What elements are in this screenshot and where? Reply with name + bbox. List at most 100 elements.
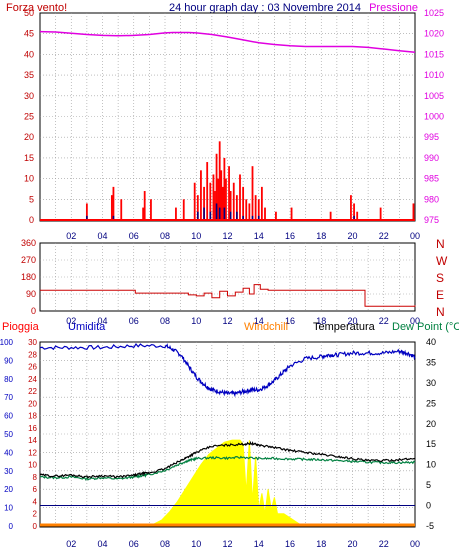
x-tick-label: 14 [254,316,264,326]
wind-gust-bar [275,211,277,220]
x-tick-label: 20 [347,539,357,549]
wind-average-bar [257,215,260,220]
x-tick-label: 06 [129,316,139,326]
x-tick-label: 18 [316,539,326,549]
wind-gust-bar [290,207,293,220]
compass-label: N [436,237,445,251]
wind-gust-bar [223,157,226,220]
x-tick-label: 00 [410,316,420,326]
x-tick-label: 10 [191,316,201,326]
wind-gust-bar [200,170,202,220]
wind-average-bar [251,215,254,220]
wind-tick-label: 25 [24,112,34,122]
x-tick-label: 02 [66,539,76,549]
pressure-tick-label: 1020 [424,29,444,39]
rain-tick-label: 16 [28,424,37,433]
rain-tick-label: 14 [28,436,37,445]
wind-axis-ticks: 0 5 10 15 20 25 30 35 40 45 50 [24,8,34,225]
wind-gust-bar [260,186,263,220]
wind-tick-label: 5 [29,194,34,204]
x-tick-label: 06 [129,231,139,241]
wind-average-bar [112,215,115,220]
x-tick-label: 18 [316,316,326,326]
x-tick-label: 22 [379,539,389,549]
wind-direction-grid [40,243,415,311]
direction-tick-label: 270 [21,255,36,265]
legend-humidity: Umidita [68,321,106,333]
wind-gust-bar [206,162,209,220]
sunrise-label: Sun Rise [133,492,166,501]
wind-tick-label: 10 [24,174,34,184]
dew-point-line [39,455,416,481]
humidity-tick-label: 50 [4,430,13,439]
wind-gust-bar [248,203,251,220]
wind-average-bar [197,211,199,220]
compass-label: S [436,271,444,285]
wind-gust-bar [217,178,220,220]
wind-tick-label: 30 [24,91,34,101]
wind-gust-bar [356,211,359,220]
wind-x-axis-ticks: 02 04 06 08 10 12 14 16 18 20 22 00 [66,231,420,241]
rain-tick-label: 2 [33,510,38,519]
wind-axis-title: Forza vento! [6,2,67,14]
wind-average-bar [218,207,221,220]
x-tick-label: 06 [129,539,139,549]
humidity-line [39,342,416,398]
wind-gust-bar [193,182,196,220]
wind-gust-bar [196,195,199,220]
sunset-label: Sun Set [289,492,318,501]
temperature-tick-label: 5 [426,480,431,490]
x-tick-label: 22 [379,316,389,326]
temperature-tick-label: 20 [426,419,436,429]
wind-gust-bar [254,195,257,220]
humidity-tick-label: 60 [4,412,13,421]
pressure-tick-label: 1000 [424,112,444,122]
wind-gust-bar [120,199,123,220]
direction-x-axis-ticks: 02 04 06 08 10 12 14 16 18 20 22 00 [66,316,420,326]
wind-gust-bar [218,141,221,220]
pressure-axis-title: Pressione [369,2,418,14]
pressure-tick-label: 985 [424,174,439,184]
x-tick-label: 12 [222,316,232,326]
x-tick-label: 08 [160,231,170,241]
humidity-tick-label: 40 [4,448,13,457]
humidity-tick-label: 20 [4,485,13,494]
direction-tick-label: 90 [26,289,36,299]
wind-average-bar [86,215,88,220]
wind-gust-bar [242,186,245,220]
wind-gust-bar [245,199,248,220]
direction-axis-ticks: 0 90 180 270 360 [21,238,36,316]
x-tick-label: 02 [66,316,76,326]
pressure-axis-ticks: 975 980 985 990 995 1000 1005 1010 1015 1020 1025 [424,8,444,225]
wind-gust-bar [182,199,185,220]
temperature-tick-label: -5 [426,521,434,531]
legend-dew-point: Dew Point (°C [392,321,459,333]
pressure-tick-label: 1025 [424,8,444,18]
temperature-tick-label: 40 [426,337,436,347]
pressure-tick-label: 1015 [424,49,444,59]
compass-label: E [436,288,444,302]
rain-tick-label: 18 [28,412,37,421]
pressure-tick-label: 980 [424,194,439,204]
pressure-line [39,30,416,54]
wind-tick-label: 45 [24,29,34,39]
wind-gust-bar [221,186,224,220]
wind-gust-bar [209,182,212,220]
wind-average-bar [242,215,244,220]
pressure-tick-label: 995 [424,132,439,142]
wind-gust-bar [143,191,146,220]
x-tick-label: 16 [285,316,295,326]
wind-gust-bar [142,207,145,220]
pressure-tick-label: 990 [424,153,439,163]
wind-gust-bar [379,207,382,220]
x-tick-label: 12 [222,231,232,241]
wind-tick-label: 0 [29,215,34,225]
humidity-tick-label: 90 [4,356,13,365]
wind-tick-label: 35 [24,70,34,80]
wind-gust-bar [112,186,115,220]
rain-tick-label: 8 [33,473,38,482]
wind-average-bar [203,207,205,220]
wind-gust-bar [257,199,260,220]
